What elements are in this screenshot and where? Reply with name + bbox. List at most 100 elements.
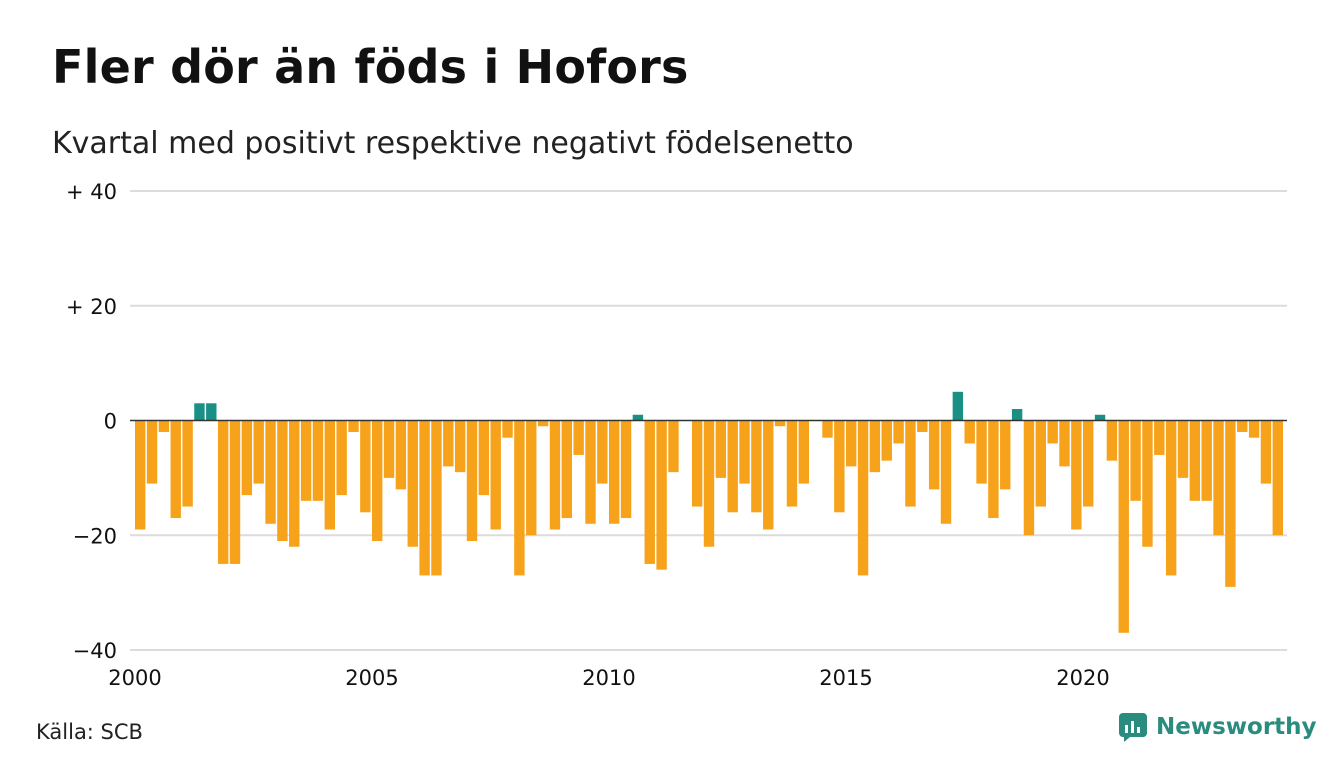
bar: [454, 420, 466, 473]
bar: [1000, 420, 1011, 490]
bar: [715, 420, 727, 478]
bar: [229, 420, 241, 564]
x-tick-label: 2020: [1056, 666, 1109, 690]
bar: [241, 420, 253, 496]
bar: [1142, 420, 1153, 547]
bar: [431, 420, 442, 576]
bar: [905, 420, 916, 507]
bar: [135, 420, 146, 530]
y-tick-label: + 40: [66, 180, 117, 204]
bar: [1225, 420, 1236, 587]
x-tick-label: 2010: [582, 666, 635, 690]
bar: [952, 391, 964, 421]
bar: [822, 420, 833, 438]
bar: [703, 420, 715, 547]
bar: [182, 420, 193, 507]
bar: [739, 420, 750, 484]
x-tick-label: 2015: [819, 666, 872, 690]
bar: [656, 420, 667, 570]
bar: [158, 420, 170, 432]
source-note: Källa: SCB: [36, 720, 143, 744]
chart-title: Fler dör än föds i Hofors: [52, 40, 689, 94]
bar: [988, 420, 999, 519]
bar: [1201, 420, 1212, 501]
bar: [1071, 420, 1082, 530]
bars: [130, 391, 1287, 633]
brand-name: Newsworthy: [1156, 714, 1317, 740]
bar: [869, 420, 881, 473]
bar: [928, 420, 940, 490]
bar: [466, 420, 478, 541]
bar: [1248, 420, 1260, 438]
bar: [443, 420, 454, 467]
newsworthy-logo-icon: [1119, 713, 1147, 742]
y-tick-label: 0: [104, 410, 117, 434]
bar: [502, 420, 513, 438]
bar: [1260, 420, 1272, 484]
bar: [834, 420, 845, 513]
bar: [940, 420, 952, 524]
y-axis-labels: + 40 + 20 0 −20 −40: [66, 180, 117, 663]
bar: [1130, 420, 1141, 501]
bar: [964, 420, 975, 444]
bar: [597, 420, 608, 484]
bar: [289, 420, 300, 547]
bar: [170, 420, 181, 519]
y-tick-label: −20: [73, 524, 117, 548]
bar: [1272, 420, 1283, 536]
bar: [419, 420, 430, 576]
bar: [609, 420, 620, 524]
bar: [632, 414, 644, 421]
bar: [561, 420, 572, 519]
bar: [277, 420, 288, 541]
chart-subtitle: Kvartal med positivt respektive negativt…: [52, 126, 854, 161]
bar: [573, 420, 584, 455]
y-tick-label: + 20: [66, 295, 117, 319]
bar: [526, 420, 537, 536]
bar: [917, 420, 928, 432]
bar: [1059, 420, 1070, 467]
bar: [312, 420, 324, 501]
bar: [763, 420, 774, 530]
bar: [1237, 420, 1248, 432]
bar: [324, 420, 335, 530]
bar: [1023, 420, 1035, 536]
bar: [360, 420, 371, 513]
brand-logo[interactable]: Newsworthy: [1118, 712, 1317, 742]
bar: [537, 420, 549, 427]
bar: [774, 420, 786, 427]
bar: [383, 420, 395, 478]
bar: [857, 420, 869, 576]
bar: [217, 420, 229, 564]
bar: [620, 420, 632, 519]
bar: [976, 420, 987, 484]
bar: [668, 420, 679, 473]
bar: [691, 420, 703, 507]
bar: [490, 420, 501, 530]
bar: [1035, 420, 1046, 507]
bar: [395, 420, 407, 490]
bar: [751, 420, 762, 513]
bar: [1189, 420, 1201, 501]
bar: [1118, 420, 1129, 633]
bar: [1154, 420, 1165, 455]
bar: [514, 420, 525, 576]
bar: [1213, 420, 1224, 536]
x-axis-labels: 2000 2005 2010 2015 2020: [108, 666, 1109, 690]
bar: [336, 420, 347, 496]
bar: [727, 420, 738, 513]
bar: [644, 420, 655, 564]
bar: [893, 420, 904, 444]
y-tick-label: −40: [73, 639, 117, 663]
bar: [846, 420, 857, 467]
bar: [585, 420, 596, 524]
bar: [253, 420, 264, 484]
bar: [1165, 420, 1177, 576]
bar: [1177, 420, 1189, 478]
bar: [881, 420, 892, 461]
bar: [300, 420, 312, 501]
bar: [549, 420, 561, 530]
bar: [1011, 409, 1023, 421]
bar: [1094, 414, 1106, 421]
bar: [265, 420, 276, 524]
